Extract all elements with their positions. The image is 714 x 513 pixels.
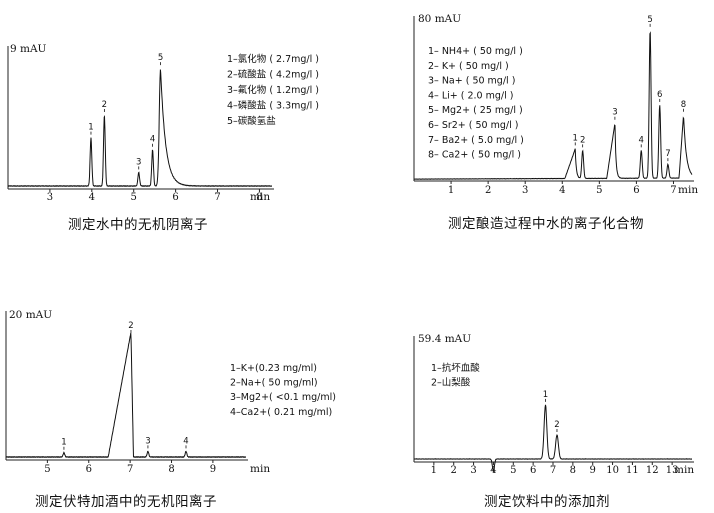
legend-entry: 1–抗坏血酸 [431,362,480,374]
x-tick-label: 9 [210,464,216,475]
x-tick-label: 7 [670,185,676,196]
peak-label-8: 8 [681,100,686,110]
peak-label-5: 5 [158,53,163,63]
x-unit-label: min [678,184,698,196]
chromatogram-trace-brewing [413,31,693,180]
legend-entry: 5–碳酸氢盐 [227,115,276,127]
legend-entry: 4– Li+ ( 2.0 mg/l ) [428,90,513,101]
x-tick-label: 2 [451,465,457,476]
legend-entry: 3–氟化物 ( 1.2mg/l ) [227,84,319,96]
x-tick-label: 1 [431,465,437,476]
peak-label-6: 6 [657,90,662,100]
x-tick-label: 9 [590,465,596,476]
peak-label-5: 5 [647,15,652,25]
x-tick-label: 13 [666,465,679,476]
x-tick-label: 6 [172,192,178,203]
legend-entry: 2–山梨酸 [431,377,471,389]
legend-entry: 3–Mg2+( <0.1 mg/ml) [230,392,336,403]
x-tick-label: 11 [626,465,639,476]
x-tick-label: 4 [89,192,95,203]
x-tick-label: 4 [559,185,565,196]
x-unit-label: min [250,463,270,475]
peak-label-3: 3 [612,108,617,118]
peak-label-1: 1 [543,390,548,400]
y-axis-label: 9 mAU [10,43,47,55]
x-tick-label: 8 [570,465,576,476]
x-tick-label: 3 [522,185,528,196]
legend-entry: 3– Na+ ( 50 mg/l ) [428,76,515,87]
x-tick-label: 7 [127,464,133,475]
x-unit-label: min [674,464,694,476]
x-tick-label: 7 [214,192,220,203]
x-unit-label: min [250,191,270,203]
x-tick-label: 5 [510,465,516,476]
legend-entry: 1–K+(0.23 mg/ml) [230,363,317,374]
x-tick-label: 1 [448,185,454,196]
caption-vodka: 测定伏特加酒中的无机阳离子 [35,494,217,510]
legend-entry: 4–Ca2+( 0.21 mg/ml) [230,407,332,418]
legend-entry: 2–硫酸盐 ( 4.2mg/l ) [227,69,319,81]
peak-label-3: 3 [136,157,141,167]
legend-entry: 8– Ca2+ ( 50 mg/l ) [428,150,521,161]
x-tick-label: 3 [47,192,53,203]
x-tick-label: 2 [485,185,491,196]
peak-label-7: 7 [665,149,670,159]
x-tick-label: 10 [606,465,619,476]
legend-entry: 6– Sr2+ ( 50 mg/l ) [428,120,518,131]
x-tick-label: 7 [550,465,556,476]
x-tick-label: 5 [131,192,137,203]
peak-label-2: 2 [102,100,107,110]
y-axis-label: 59.4 mAU [418,333,471,345]
chromatogram-trace-anions [7,69,272,188]
x-tick-label: 8 [256,192,262,203]
x-tick-label: 8 [168,464,174,475]
x-tick-label: 6 [86,464,92,475]
peak-label-1: 1 [61,438,66,448]
x-tick-label: 3 [470,465,476,476]
chromatogram-trace-beverage [413,404,692,473]
peak-label-1: 1 [88,123,93,133]
peak-label-2: 2 [580,135,585,145]
x-tick-label: 5 [596,185,602,196]
peak-label-1: 1 [573,133,578,143]
legend-entry: 2– K+ ( 50 mg/l ) [428,61,509,72]
peak-label-2: 2 [128,321,133,331]
y-axis-label: 20 mAU [9,309,52,321]
x-tick-label: 12 [646,465,659,476]
x-tick-label: 5 [44,464,50,475]
peak-label-3: 3 [145,436,150,446]
peak-label-4: 4 [639,135,644,145]
legend-entry: 1– NH4+ ( 50 mg/l ) [428,46,523,57]
chromatogram-trace-vodka [5,332,247,459]
caption-beverage: 测定饮料中的添加剂 [484,494,610,510]
peak-label-4: 4 [183,436,188,446]
caption-anions: 测定水中的无机阴离子 [68,217,208,233]
peak-label-4: 4 [150,135,155,145]
legend-entry: 2–Na+( 50 mg/ml) [230,378,318,389]
caption-brewing: 测定酿造过程中水的离子化合物 [448,216,644,232]
legend-entry: 4–磷酸盐 ( 3.3mg/l ) [227,100,319,112]
x-tick-label: 6 [530,465,536,476]
legend-entry: 7– Ba2+ ( 5.0 mg/l ) [428,135,524,146]
legend-entry: 5– Mg2+ ( 25 mg/l ) [428,105,523,116]
y-axis-label: 80 mAU [418,13,461,25]
legend-entry: 1–氯化物 ( 2.7mg/l ) [227,53,319,65]
x-tick-label: 6 [633,185,639,196]
peak-label-2: 2 [554,420,559,430]
